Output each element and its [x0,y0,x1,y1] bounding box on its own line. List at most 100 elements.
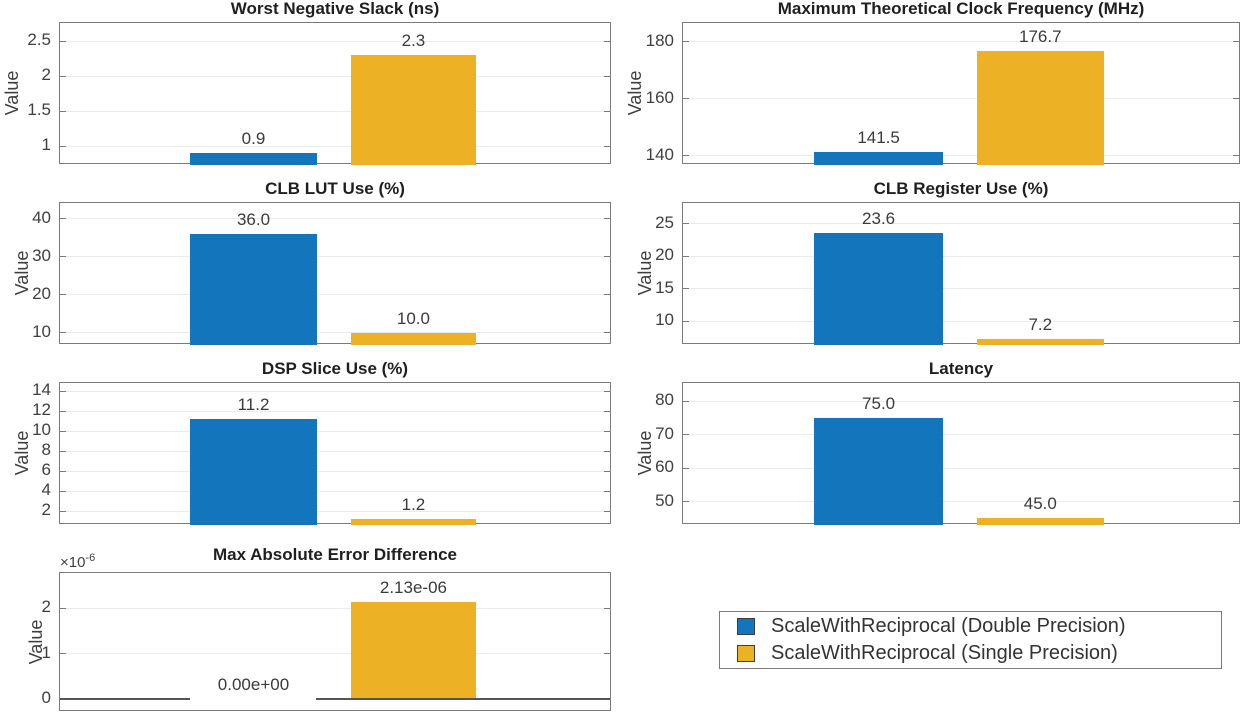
chart-title: Max Absolute Error Difference [212,545,458,564]
plot-area: 23.6 7.2 [682,202,1240,345]
tick-mark [60,510,66,512]
y-tick-label: 12 [32,400,51,419]
y-tick-label: 70 [655,423,674,443]
tick-mark [60,607,66,609]
chart-title: CLB Register Use (%) [873,179,1049,198]
y-tick-label: 2 [41,65,51,85]
tick-mark [60,256,66,258]
tick-mark [604,607,610,609]
bar-value-label: 1.2 [401,495,426,514]
gridline [60,75,610,77]
plot-area: 75.0 45.0 [682,382,1240,525]
bar-value-label: 45.0 [1023,494,1057,514]
gridline [60,470,610,472]
gridline [60,332,610,333]
gridline [60,256,610,258]
bar-double-precision [814,232,943,345]
tick-mark [60,294,66,296]
chart-worst-negative-slack: Worst Negative Slack (ns) Value 0.9 2.3 2.5 2… [0,0,620,180]
plot-area: 36.0 10.0 [59,202,611,345]
bar-single-precision [350,55,476,165]
bar-value-label: 141.5 [857,127,900,147]
bar-value-label: 0.9 [241,129,266,149]
bar-value-label: 7.2 [1028,315,1053,335]
chart-title: CLB LUT Use (%) [265,179,405,198]
y-tick-label: 25 [655,212,674,232]
tick-mark [1233,400,1239,402]
gridline [60,450,610,452]
plot-area: 11.2 1.2 [59,382,611,525]
y-tick-label: 40 [32,207,51,227]
tick-mark [604,410,610,412]
y-tick-label: 1 [41,135,51,155]
bar-double-precision [189,419,317,525]
legend-item-double-precision: ScaleWithReciprocal (Double Precision) [720,614,1221,640]
bar-double-precision [814,418,943,525]
tick-mark [1233,434,1239,436]
y-tick-label: 0 [41,687,51,707]
chart-title: Worst Negative Slack (ns) [230,0,440,18]
gridline [60,607,610,609]
bar-double-precision [189,153,317,165]
tick-mark [60,490,66,492]
gridline [60,390,610,392]
y-tick-label: 14 [32,380,51,399]
legend-swatch-single-precision-icon [737,645,755,662]
tick-mark [60,75,66,77]
y-tick-label: 10 [32,321,51,341]
tick-mark [604,218,610,220]
tick-mark [683,434,689,436]
tick-mark [60,40,66,42]
bar-single-precision [350,602,476,699]
tick-mark [683,320,689,322]
tick-mark [1233,501,1239,503]
y-tick-label: 4 [41,480,51,499]
tick-mark [683,155,689,157]
legend-label-double-precision: ScaleWithReciprocal (Double Precision) [771,615,1126,637]
y-tick-label: 20 [655,245,674,265]
y-tick-label: 10 [655,310,674,329]
tick-mark [604,145,610,147]
chart-clb-lut-use: CLB LUT Use (%) Value 36.0 10.0 40 30 20 10 [0,179,620,360]
tick-mark [604,332,610,333]
legend-label-single-precision: ScaleWithReciprocal (Single Precision) [771,642,1118,664]
gridline [60,510,610,512]
y-tick-label: 8 [41,440,51,459]
legend-item-single-precision: ScaleWithReciprocal (Single Precision) [720,641,1221,667]
gridline [60,110,610,112]
tick-mark [60,110,66,112]
chart-dsp-slice-use: DSP Slice Use (%) Value 11.2 1.2 14 12 10 8 6 4 2 [0,359,620,540]
bar-single-precision [350,332,476,345]
tick-mark [604,653,610,654]
bar-double-precision [814,151,943,165]
y-tick-label: 6 [41,460,51,479]
gridline [683,41,1239,43]
y-tick-label: 10 [32,420,51,439]
tick-mark [604,450,610,452]
plot-area: 0.9 2.3 [59,22,611,165]
y-tick-label: 30 [32,245,51,265]
tick-mark [1233,288,1239,290]
plot-area: 141.5 176.7 [682,22,1240,165]
gridline [683,400,1239,402]
tick-mark [604,256,610,258]
tick-mark [60,653,66,654]
bar-single-precision [350,519,476,525]
tick-mark [683,467,689,469]
chart-max-abs-error-difference: Max Absolute Error Difference Value ×10-6 0… [0,540,620,716]
bar-value-label: 2.3 [401,31,426,50]
tick-mark [604,390,610,392]
bar-value-label: 2.13e-06 [379,578,447,598]
y-tick-label: 1.5 [27,100,51,120]
tick-mark [683,98,689,100]
tick-mark [604,75,610,77]
tick-mark [604,490,610,492]
bar-single-precision [977,51,1104,165]
tick-mark [604,294,610,296]
gridline [683,467,1239,469]
plot-area: 0.00e+00 2.13e-06 [59,572,611,711]
chart-clb-register-use: CLB Register Use (%) Value 23.6 7.2 25 20 15 10 [620,179,1246,360]
tick-mark [683,501,689,503]
tick-mark [604,510,610,512]
